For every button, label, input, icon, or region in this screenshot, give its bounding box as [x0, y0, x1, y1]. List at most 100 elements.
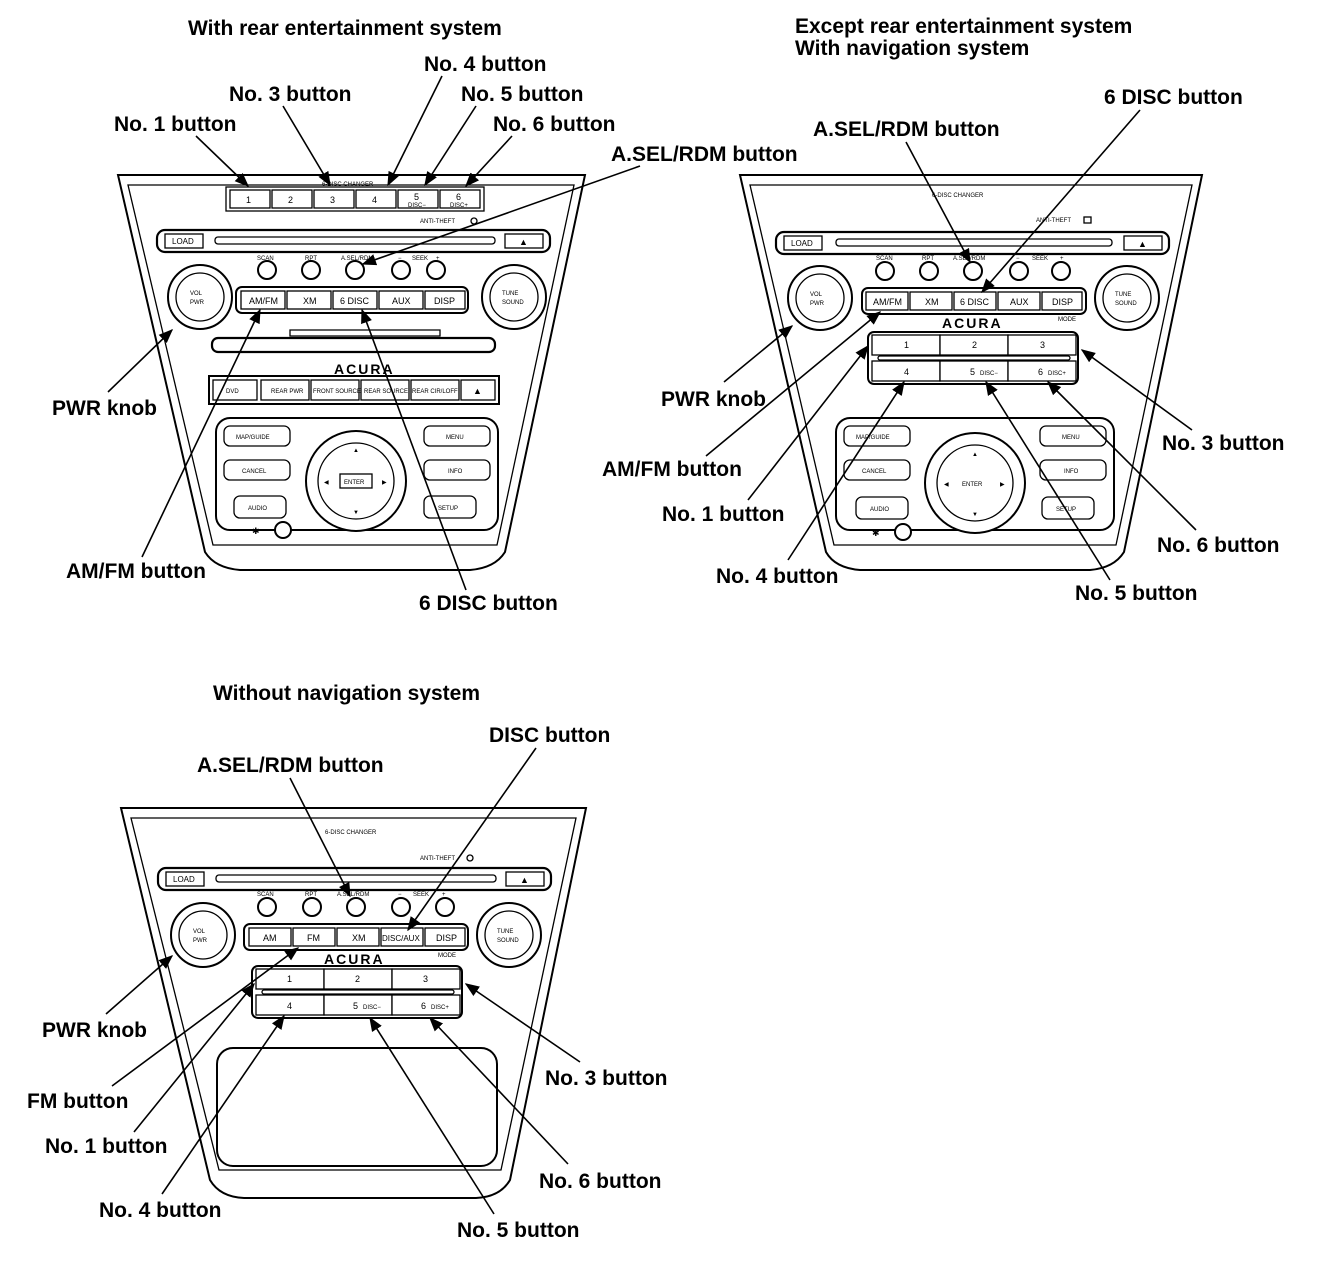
load-button[interactable] [164, 233, 204, 249]
preset-button-2[interactable] [271, 189, 313, 209]
seek-down-button[interactable] [391, 260, 411, 280]
menu-button[interactable] [1039, 425, 1107, 447]
audio-button[interactable] [233, 495, 287, 519]
fm-button[interactable] [292, 927, 336, 947]
svg-text:+: + [442, 892, 446, 898]
aux-button[interactable] [997, 291, 1041, 311]
callout-no4: No. 4 button [424, 53, 546, 76]
rear-source-button[interactable] [360, 379, 410, 401]
acura-logo: ACURA [334, 361, 395, 377]
setup-button[interactable] [1041, 496, 1095, 520]
aux-button[interactable] [378, 290, 424, 310]
info-button[interactable] [423, 459, 491, 481]
leader-fm [111, 947, 300, 1087]
load-button[interactable] [165, 871, 205, 887]
eject-button[interactable] [504, 233, 544, 249]
seek-up-button[interactable] [435, 897, 455, 917]
eject-button[interactable] [1123, 235, 1163, 251]
tune-sound-knob[interactable]: TUNE SOUND [1094, 265, 1160, 331]
tune-sound-knob[interactable]: TUNE SOUND [476, 902, 542, 968]
callout-no1: No. 1 button [662, 503, 784, 526]
asel-rdm-button[interactable] [346, 897, 366, 917]
asel-rdm-button[interactable] [345, 260, 365, 280]
svg-text:5: 5 [414, 192, 419, 202]
svg-text:MODE: MODE [1058, 317, 1076, 323]
preset-button-4[interactable] [355, 189, 397, 209]
brightness-knob[interactable] [274, 521, 292, 539]
svg-text:AM/FM: AM/FM [873, 297, 902, 307]
leader-no6 [1046, 380, 1197, 531]
xm-button[interactable] [909, 291, 953, 311]
menu-button[interactable] [423, 425, 491, 447]
svg-text:RPT: RPT [922, 256, 934, 262]
svg-text:SOUND: SOUND [1115, 301, 1137, 307]
svg-text:LOAD: LOAD [173, 875, 195, 884]
preset-button-5[interactable] [397, 189, 439, 209]
front-source-button[interactable] [310, 379, 360, 401]
navigation-title-line1: Except rear entertainment system [795, 15, 1132, 38]
asel-rdm-button[interactable] [963, 261, 983, 281]
six-disc-button[interactable] [953, 291, 997, 311]
amfm-button[interactable] [865, 291, 909, 311]
disp-button[interactable] [1041, 291, 1083, 311]
disc-aux-button[interactable] [380, 927, 424, 947]
svg-text:▲: ▲ [473, 386, 482, 396]
interface-dial[interactable]: ENTER ▲ ▼ ◀ ▶ [305, 430, 407, 532]
preset-button-1[interactable] [229, 189, 271, 209]
cd-slot [214, 236, 496, 245]
leader-asel [905, 141, 971, 264]
navigation-diagram: Except rear entertainment system With na… [602, 15, 1284, 605]
seek-up-button[interactable] [426, 260, 446, 280]
audio-button[interactable] [855, 496, 909, 520]
rear-cirloff-button[interactable] [410, 379, 460, 401]
preset-button-6[interactable] [1007, 360, 1077, 382]
svg-text:VOL: VOL [193, 929, 206, 935]
xm-button[interactable] [286, 290, 332, 310]
nav-control-area: MAP/GUIDE MENU CANCEL INFO AUDIO SETUP E… [215, 417, 499, 539]
preset-button-6[interactable] [439, 189, 481, 209]
svg-text:DISP: DISP [436, 933, 457, 943]
leader-no6 [429, 1016, 569, 1165]
map-guide-button[interactable] [843, 425, 911, 447]
preset-button-6[interactable] [391, 994, 461, 1016]
scan-button[interactable] [257, 260, 277, 280]
seek-up-button[interactable] [1051, 261, 1071, 281]
cd-slot-row: LOAD ▲ [156, 866, 553, 892]
rpt-button[interactable] [302, 897, 322, 917]
preset-button-3[interactable] [391, 968, 461, 990]
six-disc-button[interactable] [332, 290, 378, 310]
preset-button-3[interactable] [313, 189, 355, 209]
tune-sound-knob[interactable]: TUNE SOUND [481, 264, 547, 330]
svg-text:▶: ▶ [382, 480, 387, 486]
rear-pwr-button[interactable] [260, 379, 310, 401]
info-button[interactable] [1039, 459, 1107, 481]
disp-button[interactable] [424, 927, 466, 947]
map-guide-button[interactable] [223, 425, 291, 447]
scan-button[interactable] [875, 261, 895, 281]
preset-button-3[interactable] [1007, 334, 1077, 356]
xm-button[interactable] [336, 927, 380, 947]
rear-eject-button[interactable] [460, 379, 496, 401]
seek-down-button[interactable] [391, 897, 411, 917]
seek-down-button[interactable] [1009, 261, 1029, 281]
vol-pwr-knob[interactable]: VOL PWR [787, 265, 853, 331]
scan-button[interactable] [257, 897, 277, 917]
disp-button[interactable] [424, 290, 466, 310]
vol-pwr-knob[interactable]: VOL PWR [167, 264, 233, 330]
cancel-button[interactable] [223, 459, 291, 481]
cancel-button[interactable] [843, 459, 911, 481]
callout-no5: No. 5 button [457, 1219, 579, 1242]
eject-button[interactable] [505, 871, 545, 887]
svg-text:▲: ▲ [972, 452, 978, 458]
load-button[interactable] [783, 235, 823, 251]
rpt-button[interactable] [919, 261, 939, 281]
callout-no6: No. 6 button [1157, 534, 1279, 557]
rear-entertainment-diagram: With rear entertainment system 6-DISC CH… [52, 17, 798, 615]
rpt-button[interactable] [301, 260, 321, 280]
amfm-button[interactable] [240, 290, 286, 310]
interface-dial[interactable]: ENTER ▲ ▼ ◀ ▶ [924, 432, 1026, 534]
brightness-knob[interactable] [894, 523, 912, 541]
am-button[interactable] [248, 927, 292, 947]
vol-pwr-knob[interactable]: VOL PWR [170, 902, 236, 968]
